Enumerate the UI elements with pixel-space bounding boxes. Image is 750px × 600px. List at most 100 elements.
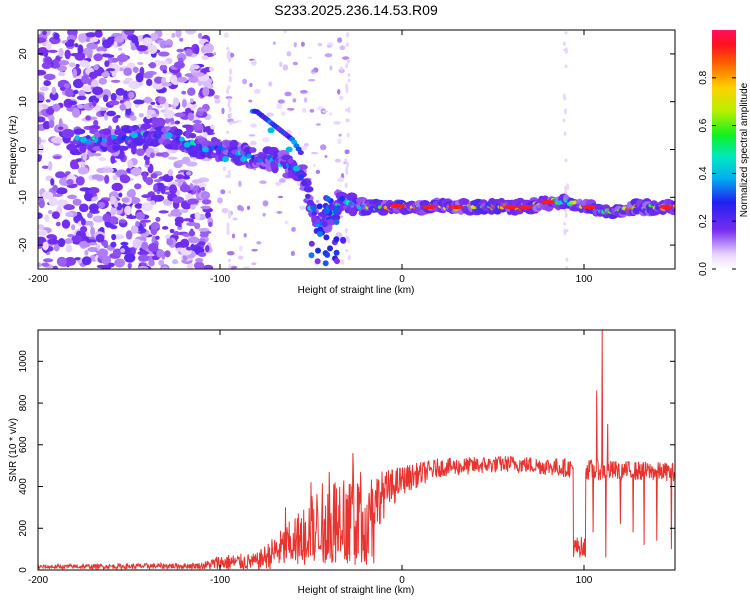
spectrogram-noise-blob — [87, 246, 99, 253]
spectrogram-noise-blob — [292, 61, 298, 66]
spectrogram-noise-blob — [39, 86, 49, 92]
spectrogram-noise-blob — [173, 231, 180, 236]
colorbar-gradient — [712, 30, 736, 269]
spectrogram-streak-blob — [227, 50, 231, 57]
spectrogram-noise-blob — [220, 189, 226, 195]
spectrogram-noise-blob — [119, 154, 125, 160]
spectrogram-noise-blob — [64, 41, 75, 47]
spectrogram-noise-blob — [138, 113, 144, 118]
spectrogram-noise-blob — [77, 161, 86, 166]
spectrogram-noise-blob — [311, 69, 317, 72]
spectrogram-noise-blob — [68, 100, 77, 106]
spectrogram-noise-blob — [89, 37, 99, 43]
spectrogram-noise-blob — [299, 205, 306, 210]
spectrogram-noise-blob — [136, 45, 148, 52]
spectrogram-noise-blob — [141, 202, 153, 212]
spectrogram-noise-blob — [91, 196, 97, 202]
spectrogram-noise-blob — [161, 226, 169, 230]
spectrogram-noise-blob — [38, 93, 45, 104]
spectrogram-noise-blob — [193, 261, 205, 269]
spectrogram-noise-blob — [45, 41, 52, 51]
spectrogram-streak-blob — [563, 230, 567, 234]
spectrogram-streak-blob — [227, 209, 231, 217]
spectrogram-noise-blob — [53, 32, 60, 40]
spectrogram-noise-blob — [57, 126, 64, 130]
spectrogram-noise-blob — [71, 107, 81, 118]
spectrogram-cluster-blob — [311, 215, 318, 222]
spectrogram-noise-blob — [179, 37, 184, 42]
spectrogram-noise-blob — [110, 92, 117, 102]
spectrogram-streak-blob — [562, 41, 566, 46]
spectrogram-noise-blob — [248, 99, 253, 103]
spectrogram-noise-blob — [213, 95, 220, 99]
spectrogram-cluster-blob — [339, 195, 346, 202]
spectrogram-noise-blob — [58, 60, 70, 66]
spectrogram-ridge-core — [179, 136, 185, 142]
spectrogram-noise-blob — [230, 265, 238, 269]
spectrogram-noise-blob — [303, 142, 309, 147]
spectrogram-bright-spot — [80, 136, 87, 143]
spectrogram-noise-blob — [160, 151, 170, 158]
spectrogram-noise-blob — [171, 32, 176, 38]
spectrogram-noise-blob — [167, 169, 173, 177]
spectrogram-noise-blob — [174, 179, 186, 183]
spectrogram-streak-blob — [346, 118, 350, 123]
colorbar-label: Normalized spectral amplitude — [739, 82, 750, 217]
snr-x-tick-label: 0 — [399, 575, 405, 586]
spectrogram-noise-blob — [106, 68, 116, 72]
spectrogram-cluster-blob — [334, 258, 340, 265]
spectrogram-noise-blob — [168, 184, 178, 195]
spectrogram-noise-blob — [188, 230, 196, 236]
spectrogram-streak-blob — [344, 227, 348, 234]
spectrogram-noise-blob — [87, 186, 100, 194]
spectrogram-noise-blob — [277, 99, 285, 104]
spectrogram-noise-blob — [71, 235, 83, 243]
spectrogram-noise-blob — [66, 143, 78, 151]
spectrogram-noise-blob — [290, 250, 295, 257]
spectrogram-noise-blob — [72, 89, 79, 95]
spectrogram-noise-blob — [50, 178, 55, 186]
spectrogram-noise-blob — [126, 189, 136, 198]
spectrogram-noise-blob — [153, 183, 158, 193]
spectrogram-noise-blob — [275, 181, 282, 186]
spectrogram-noise-blob — [171, 259, 179, 265]
spectrogram-noise-blob — [85, 32, 97, 38]
spectrogram-noise-blob — [307, 56, 312, 60]
spectrogram-bright-spot — [222, 156, 229, 163]
spectrogram-noise-blob — [312, 163, 316, 168]
spectrogram-noise-blob — [119, 174, 131, 184]
spectrogram-noise-blob — [47, 49, 58, 53]
spectrogram-peak — [582, 204, 597, 210]
spectrogram-bright-spot — [183, 141, 191, 148]
spectrogram-noise-blob — [315, 169, 321, 175]
spectrogram-noise-blob — [55, 187, 68, 195]
spectrogram-noise-blob — [337, 177, 345, 183]
spectrogram-noise-blob — [148, 259, 155, 267]
spectrogram-noise-blob — [324, 155, 328, 158]
spectrogram-ridge-halo — [325, 219, 336, 226]
spectrogram-noise-blob — [48, 197, 58, 207]
spectrogram-noise-blob — [79, 187, 92, 192]
spectrogram-noise-blob — [98, 157, 107, 161]
spectrogram-noise-blob — [150, 221, 161, 230]
spectrogram-noise-blob — [130, 247, 136, 256]
spectrogram-noise-blob — [200, 205, 211, 210]
spectrogram-noise-blob — [221, 207, 229, 214]
spectrogram-noise-blob — [135, 148, 145, 157]
spectrogram-noise-blob — [194, 45, 200, 55]
spectrogram-noise-blob — [94, 30, 103, 38]
spectrogram-noise-blob — [38, 136, 42, 145]
spectrogram-noise-blob — [43, 80, 52, 87]
spectrogram-noise-blob — [103, 242, 109, 249]
spectrogram-noise-blob — [78, 203, 89, 213]
spectrogram-noise-blob — [261, 137, 270, 143]
spectrogram-cluster-blob — [333, 249, 340, 256]
spectrogram-cluster-blob — [324, 251, 331, 258]
spectrogram-noise-blob — [137, 250, 149, 256]
spectrogram-noise-blob — [197, 32, 203, 39]
spectrogram-noise-blob — [344, 149, 350, 155]
spectrogram-noise-blob — [197, 241, 206, 246]
spectrogram-ridge-halo — [73, 128, 86, 135]
spectrogram-noise-blob — [176, 48, 184, 53]
